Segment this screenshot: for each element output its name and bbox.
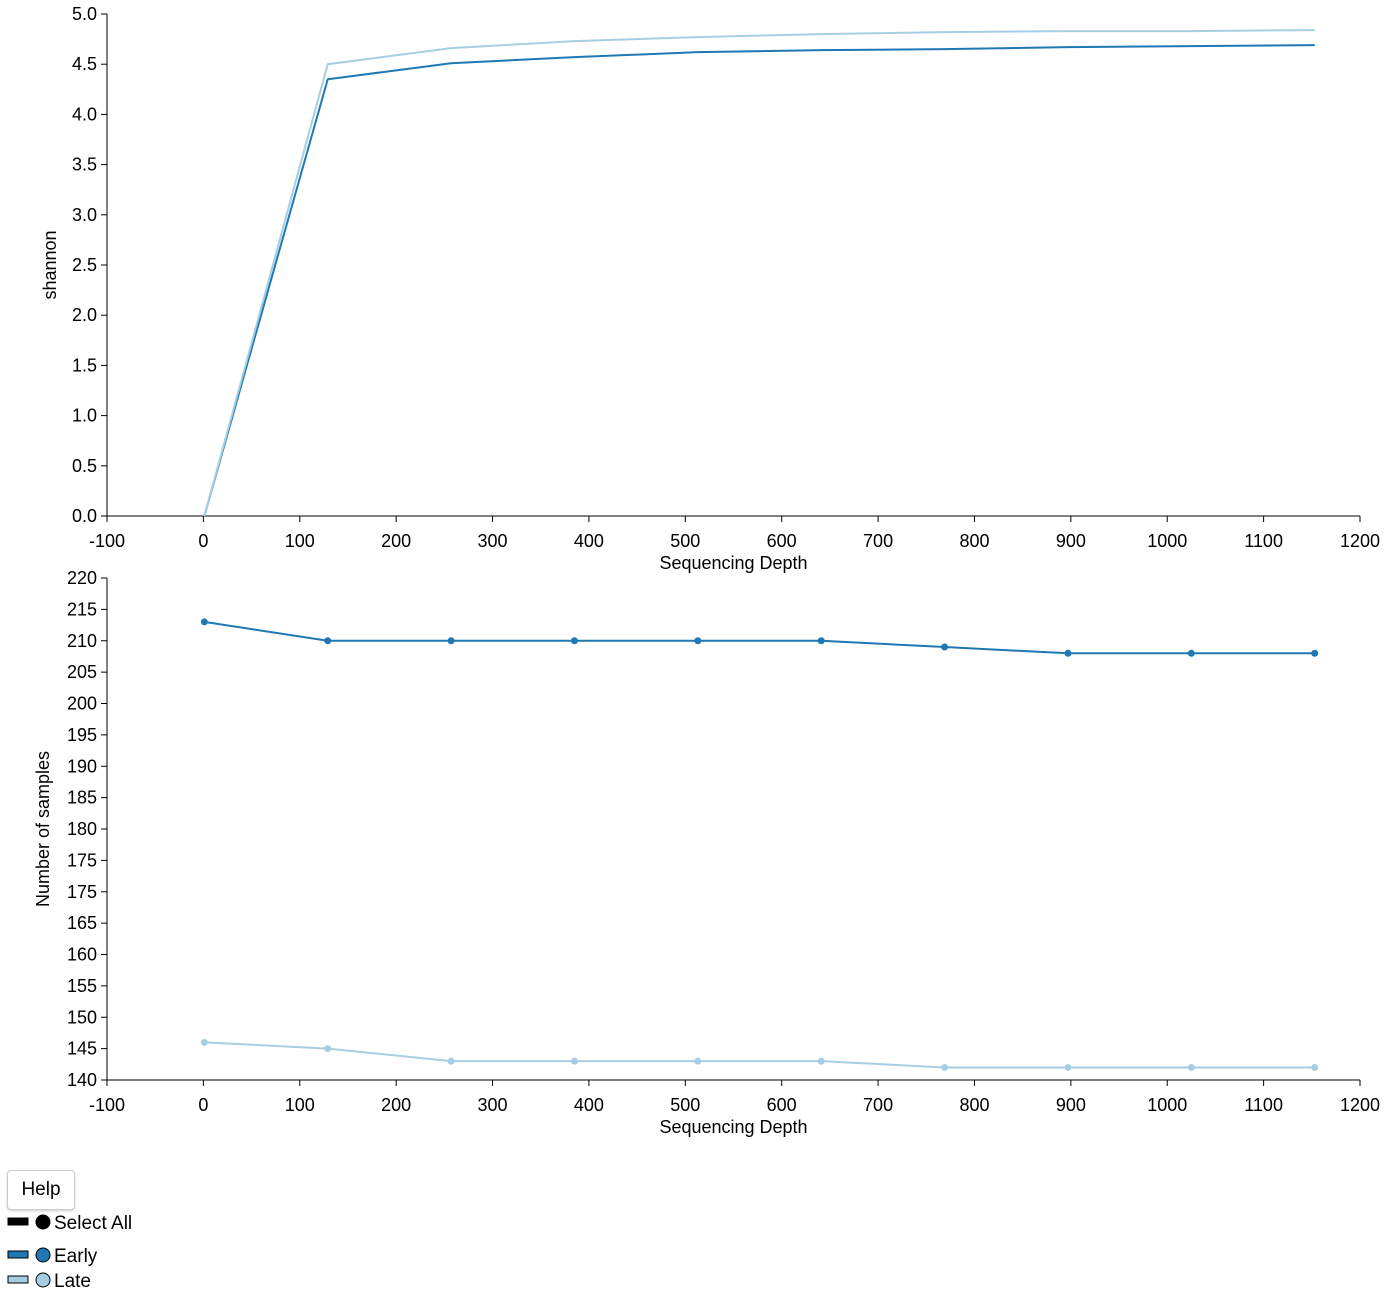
y-tick-label: 200: [67, 694, 97, 714]
y-tick-label: 1.0: [72, 406, 97, 426]
y-tick-label: 140: [67, 1070, 97, 1090]
y-tick-label: 5.0: [72, 4, 97, 24]
help-button[interactable]: Help: [7, 1170, 75, 1210]
x-tick-label: 0: [198, 1095, 208, 1115]
y-tick-label: 215: [67, 599, 97, 619]
y-tick-label: 175: [67, 850, 97, 870]
point: [1187, 649, 1195, 657]
x-tick-label: 1000: [1147, 531, 1187, 551]
x-tick-label: 900: [1056, 531, 1086, 551]
point: [447, 637, 455, 645]
y-tick-label: 195: [67, 725, 97, 745]
x-tick-label: 700: [863, 1095, 893, 1115]
y-tick-label: 3.5: [72, 155, 97, 175]
series-line: [204, 1041, 1315, 1069]
series-line: [203, 44, 1315, 517]
x-axis-label: Sequencing Depth: [659, 1117, 807, 1137]
x-tick-label: 700: [863, 531, 893, 551]
x-tick-label: 200: [381, 531, 411, 551]
point: [694, 637, 702, 645]
point: [1064, 1063, 1072, 1071]
x-tick-label: 900: [1056, 1095, 1086, 1115]
x-tick-label: 1100: [1244, 531, 1283, 551]
y-tick-label: 205: [67, 662, 97, 682]
point: [570, 637, 578, 645]
x-tick-label: 500: [670, 1095, 700, 1115]
y-tick-label: 150: [67, 1007, 97, 1027]
legend-entry-swatch: [7, 1275, 29, 1284]
y-tick-label: 220: [67, 568, 97, 588]
y-axis-label: shannon: [40, 230, 60, 299]
x-tick-label: 1000: [1147, 1095, 1187, 1115]
point: [1064, 649, 1072, 657]
y-tick-label: 1.5: [72, 355, 97, 375]
point: [941, 1063, 949, 1071]
point: [1311, 649, 1319, 657]
y-tick-label: 175: [67, 882, 97, 902]
y-tick-label: 210: [67, 631, 97, 651]
x-tick-label: -100: [89, 531, 125, 551]
point: [694, 1057, 702, 1065]
x-tick-label: 300: [478, 531, 508, 551]
y-tick-label: 160: [67, 945, 97, 965]
x-tick-label: 400: [574, 531, 604, 551]
x-tick-label: 1200: [1340, 531, 1380, 551]
x-tick-label: 400: [574, 1095, 604, 1115]
point: [1187, 1063, 1195, 1071]
x-axis-label: Sequencing Depth: [659, 553, 807, 573]
charts: -100 0 100 200 300 400 500 600 700 800 900 1000 1100…: [33, 4, 1380, 1137]
y-tick-label: 190: [67, 756, 97, 776]
select-all-label: Select All: [54, 1213, 132, 1234]
point: [1311, 1063, 1319, 1071]
point: [200, 618, 208, 626]
x-tick-label: 600: [767, 531, 797, 551]
y-tick-label: 155: [67, 976, 97, 996]
x-tick-label: 100: [285, 531, 315, 551]
y-tick-label: 0.5: [72, 456, 97, 476]
point: [817, 637, 825, 645]
point: [200, 1038, 208, 1046]
legend: Select All Early Late: [7, 1213, 132, 1292]
select-all-swatch: [7, 1217, 29, 1226]
legend-entry-label: Early: [54, 1246, 98, 1267]
y-tick-label: 2.0: [72, 305, 97, 325]
x-tick-label: 1100: [1244, 1095, 1283, 1115]
point: [324, 637, 332, 645]
x-tick-label: 1200: [1340, 1095, 1380, 1115]
y-tick-label: 4.5: [72, 54, 97, 74]
x-tick-label: 800: [959, 531, 989, 551]
select-all-dot: [35, 1214, 51, 1230]
x-tick-label: 800: [959, 1095, 989, 1115]
y-tick-label: 185: [67, 788, 97, 808]
x-tick-label: 0: [198, 531, 208, 551]
legend-entry-label: Late: [54, 1271, 91, 1292]
y-tick-label: 180: [67, 819, 97, 839]
legend-entry-swatch: [7, 1250, 29, 1259]
y-tick-label: 3.0: [72, 205, 97, 225]
series-line: [204, 620, 1315, 655]
x-tick-label: -100: [89, 1095, 125, 1115]
series-line: [203, 29, 1315, 517]
y-tick-label: 4.0: [72, 104, 97, 124]
x-tick-label: 600: [767, 1095, 797, 1115]
legend-entry-dot: [35, 1247, 51, 1263]
x-tick-label: 300: [478, 1095, 508, 1115]
y-tick-label: 145: [67, 1039, 97, 1059]
y-tick-label: 165: [67, 913, 97, 933]
point: [324, 1045, 332, 1053]
x-tick-label: 200: [381, 1095, 411, 1115]
legend-entry-dot: [35, 1272, 51, 1288]
x-tick-label: 500: [670, 531, 700, 551]
point: [570, 1057, 578, 1065]
x-tick-label: 100: [285, 1095, 315, 1115]
y-tick-label: 0.0: [72, 506, 97, 526]
point: [941, 643, 949, 651]
y-tick-label: 2.5: [72, 255, 97, 275]
point: [447, 1057, 455, 1065]
point: [817, 1057, 825, 1065]
y-axis-label: Number of samples: [33, 751, 53, 907]
